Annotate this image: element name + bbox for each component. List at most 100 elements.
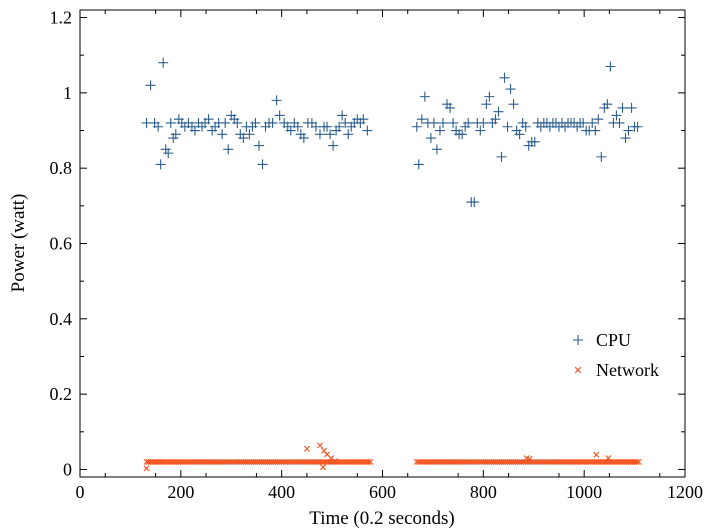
- x-tick-label: 600: [369, 482, 396, 502]
- y-axis-title: Power (watt): [8, 194, 29, 293]
- cpu-point: [617, 102, 628, 113]
- network-point: [631, 458, 638, 465]
- cpu-point: [478, 117, 489, 128]
- cpu-point: [438, 117, 448, 128]
- network-point: [526, 455, 533, 462]
- cpu-point: [343, 129, 354, 140]
- network-point: [605, 455, 612, 462]
- cpu-point: [416, 114, 427, 125]
- data-marks: [141, 57, 643, 472]
- cpu-point: [274, 110, 285, 121]
- cpu-point: [490, 114, 501, 125]
- cpu-point: [232, 117, 243, 128]
- y-tick-label: 1: [63, 83, 72, 103]
- cpu-point: [220, 117, 231, 128]
- cpu-point: [620, 133, 631, 144]
- cpu-point: [505, 84, 516, 95]
- cpu-point: [145, 80, 156, 91]
- cpu-point: [165, 117, 176, 128]
- cpu-point: [596, 151, 607, 162]
- cpu-point: [469, 197, 480, 208]
- cpu-point: [292, 121, 303, 132]
- network-point: [328, 455, 335, 462]
- cpu-point: [337, 110, 348, 121]
- cpu-point: [203, 114, 214, 125]
- cpu-point: [445, 102, 456, 113]
- cpu-point: [328, 140, 339, 151]
- cpu-point: [611, 110, 622, 121]
- cpu-point: [529, 136, 540, 147]
- network-point: [303, 445, 310, 452]
- cpu-point: [593, 114, 604, 125]
- axes: 0 200 400 600 800 1000 1200 0 0.2 0.4 0.6 0.8 1 1.2: [50, 8, 704, 502]
- cpu-point: [632, 121, 643, 132]
- cpu-point: [428, 117, 439, 128]
- y-tick-label: 0.4: [50, 309, 73, 329]
- x-tick-label: 800: [470, 482, 497, 502]
- cpu-point: [481, 99, 492, 110]
- cpu-point: [605, 61, 616, 72]
- cpu-point: [520, 121, 531, 132]
- cpu-point: [267, 117, 278, 128]
- cpu-point: [298, 133, 309, 144]
- cpu-point: [590, 125, 601, 136]
- network-point: [633, 458, 640, 465]
- cpu-point: [334, 121, 345, 132]
- cpu-point: [502, 121, 513, 132]
- cpu-point: [484, 91, 495, 102]
- cpu-point: [285, 125, 296, 136]
- y-tick-label: 0: [63, 459, 72, 479]
- cpu-point: [322, 121, 333, 132]
- cpu-point: [153, 121, 164, 132]
- cpu-point: [431, 144, 442, 155]
- cpu-point: [158, 57, 169, 68]
- cpu-point: [223, 144, 234, 155]
- cpu-point: [358, 114, 369, 125]
- x-tick-label: 200: [167, 482, 194, 502]
- cpu-point: [170, 129, 181, 140]
- cpu-point: [448, 117, 459, 128]
- cpu-point: [419, 91, 430, 102]
- cpu-point: [340, 117, 351, 128]
- cpu-point: [413, 159, 424, 170]
- plot-area: [79, 9, 686, 478]
- cpu-point: [362, 125, 373, 136]
- cpu-point: [587, 117, 598, 128]
- legend-label: Network: [596, 360, 659, 380]
- x-tick-label: 0: [76, 482, 85, 502]
- cpu-point: [434, 125, 445, 136]
- legend-label: CPU: [596, 330, 631, 350]
- cpu-point: [411, 121, 422, 132]
- cpu-point: [314, 129, 325, 140]
- network-point: [332, 458, 339, 465]
- x-tick-label: 400: [268, 482, 295, 502]
- cpu-point: [463, 117, 474, 128]
- cpu-point: [257, 159, 268, 170]
- cpu-point: [425, 133, 436, 144]
- cpu-point: [614, 117, 625, 128]
- cpu-point: [493, 106, 504, 117]
- x-axis-title: Time (0.2 seconds): [309, 508, 455, 529]
- cpu-point: [578, 117, 589, 128]
- cpu-point: [626, 102, 637, 113]
- cpu-point: [250, 117, 261, 128]
- cpu-point: [475, 125, 486, 136]
- cpu-point: [623, 125, 634, 136]
- cpu-point: [244, 129, 255, 140]
- cpu-point: [457, 129, 468, 140]
- cpu-point: [508, 99, 519, 110]
- x-tick-label: 1000: [566, 482, 602, 502]
- cpu-point: [253, 140, 264, 151]
- cpu-point: [496, 151, 507, 162]
- network-point: [367, 458, 374, 465]
- cpu-point: [163, 148, 174, 159]
- cpu-point: [602, 99, 613, 110]
- cpu-point: [217, 129, 228, 140]
- network-point: [593, 451, 600, 458]
- network-point: [365, 458, 372, 465]
- cpu-point: [325, 129, 336, 140]
- y-tick-label: 0.6: [50, 234, 73, 254]
- network-point: [320, 464, 326, 471]
- cpu-point: [271, 95, 282, 106]
- cpu-point: [189, 125, 200, 136]
